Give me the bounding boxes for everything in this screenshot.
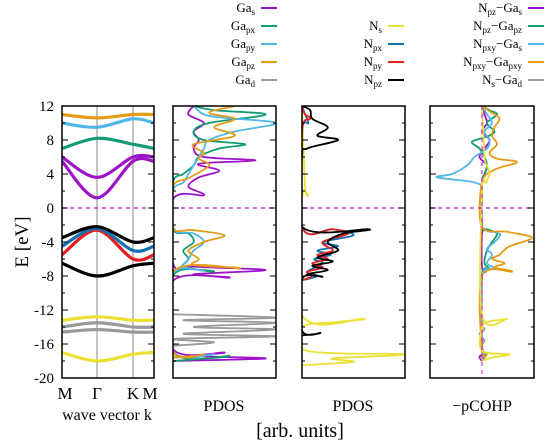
svg-text:Gas: Gas — [236, 0, 255, 17]
legend-cohp-s-d: Ns−Gad — [482, 72, 544, 89]
pdos-ga-plot — [173, 106, 276, 362]
curve-n-s — [302, 106, 405, 367]
legend-cohp-pz-pz: Npz−Gapz — [473, 18, 544, 35]
band-line — [62, 261, 154, 278]
band-line — [62, 228, 154, 262]
pcohp-xlabel: −pCOHP — [452, 398, 512, 415]
kpoint-label-m-left: M — [57, 384, 72, 403]
band-line — [62, 112, 154, 120]
band-line — [62, 225, 154, 244]
y-tick-label: 4 — [47, 167, 55, 183]
band-line — [62, 153, 154, 180]
curve-n-pz — [302, 106, 371, 337]
y-tick-label: -12 — [34, 303, 54, 319]
svg-text:Gapx: Gapx — [231, 18, 256, 35]
pdos-n-plot — [302, 106, 405, 367]
svg-text:Npz−Gas: Npz−Gas — [478, 0, 522, 17]
curve-ga-s — [173, 106, 267, 362]
svg-text:Ns−Gad: Ns−Gad — [482, 72, 522, 89]
curve-ga-d — [173, 313, 276, 347]
svg-text:Npxy−Gas: Npxy−Gas — [473, 36, 522, 53]
svg-text:Gapz: Gapz — [231, 54, 255, 71]
legend-ga-pz: Gapz — [231, 54, 277, 71]
band-line — [62, 156, 154, 200]
band-line — [62, 117, 154, 129]
kpoint-label-m-right: M — [142, 384, 157, 403]
y-tick-label: -4 — [42, 235, 55, 251]
curve-ga-py — [173, 106, 276, 359]
legend-cohp-pz-s: Npz−Gas — [478, 0, 544, 17]
y-tick-label: -20 — [34, 371, 54, 387]
legend-ga-s: Gas — [236, 0, 277, 17]
svg-text:Gad: Gad — [235, 72, 255, 89]
band-line — [62, 226, 154, 253]
legend-ga-py: Gapy — [231, 36, 277, 53]
panel-frame-pn — [301, 105, 406, 379]
svg-text:Npz: Npz — [364, 72, 382, 89]
svg-text:Npz−Gapz: Npz−Gapz — [473, 18, 522, 35]
band-line — [62, 315, 154, 323]
curve-ga-pz — [173, 106, 241, 359]
svg-text:Ns: Ns — [369, 18, 382, 35]
svg-text:Npx: Npx — [364, 36, 383, 53]
y-tick-label: -8 — [42, 269, 55, 285]
legend-cohp-pxy-s: Npxy−Gas — [473, 36, 544, 53]
legend-n-pz: Npz — [364, 72, 404, 89]
svg-text:Npxy−Gapxy: Npxy−Gapxy — [463, 54, 522, 71]
y-tick-label: 8 — [47, 133, 55, 149]
band-xlabel: wave vector k — [62, 407, 152, 424]
band-line — [62, 136, 154, 151]
curve-n-s — [478, 106, 511, 362]
panel-frames — [61, 105, 535, 379]
kpoint-label-gamma: Γ — [92, 384, 102, 403]
legend-n-s: Ns — [369, 18, 404, 35]
y-tick-label: 0 — [47, 201, 55, 217]
band-line — [62, 321, 154, 329]
band-line — [62, 350, 154, 363]
pcohp-plot — [435, 106, 533, 362]
y-tick-labels: 12 8 4 0 -4 -8 -12 -16 -20 — [34, 99, 55, 387]
svg-text:Gapy: Gapy — [231, 36, 256, 53]
pdos-n-xlabel: PDOS — [333, 398, 374, 415]
y-tick-label: 12 — [39, 99, 54, 115]
y-tick-label: -16 — [34, 337, 54, 353]
legend-ga-d: Gad — [235, 72, 277, 89]
band-structure-plot — [62, 106, 154, 378]
legend-cohp-pxy-pxy: Npxy−Gapxy — [463, 54, 544, 71]
curve-n-pxy-ga-pxy — [478, 106, 533, 359]
kpoint-label-k: K — [127, 384, 140, 403]
band-line — [62, 327, 154, 334]
svg-text:Npy: Npy — [364, 54, 383, 71]
legend-n-px: Npx — [364, 36, 404, 53]
y-axis-label: E [eV] — [12, 216, 33, 267]
pdos-ga-xlabel: PDOS — [204, 398, 245, 415]
legend-n-py: Npy — [364, 54, 404, 71]
legend-ga-px: Gapx — [231, 18, 277, 35]
x-axis-label: [arb. units] — [256, 420, 344, 442]
fermi-level-lines — [62, 106, 534, 378]
curve-n-py — [302, 106, 350, 282]
